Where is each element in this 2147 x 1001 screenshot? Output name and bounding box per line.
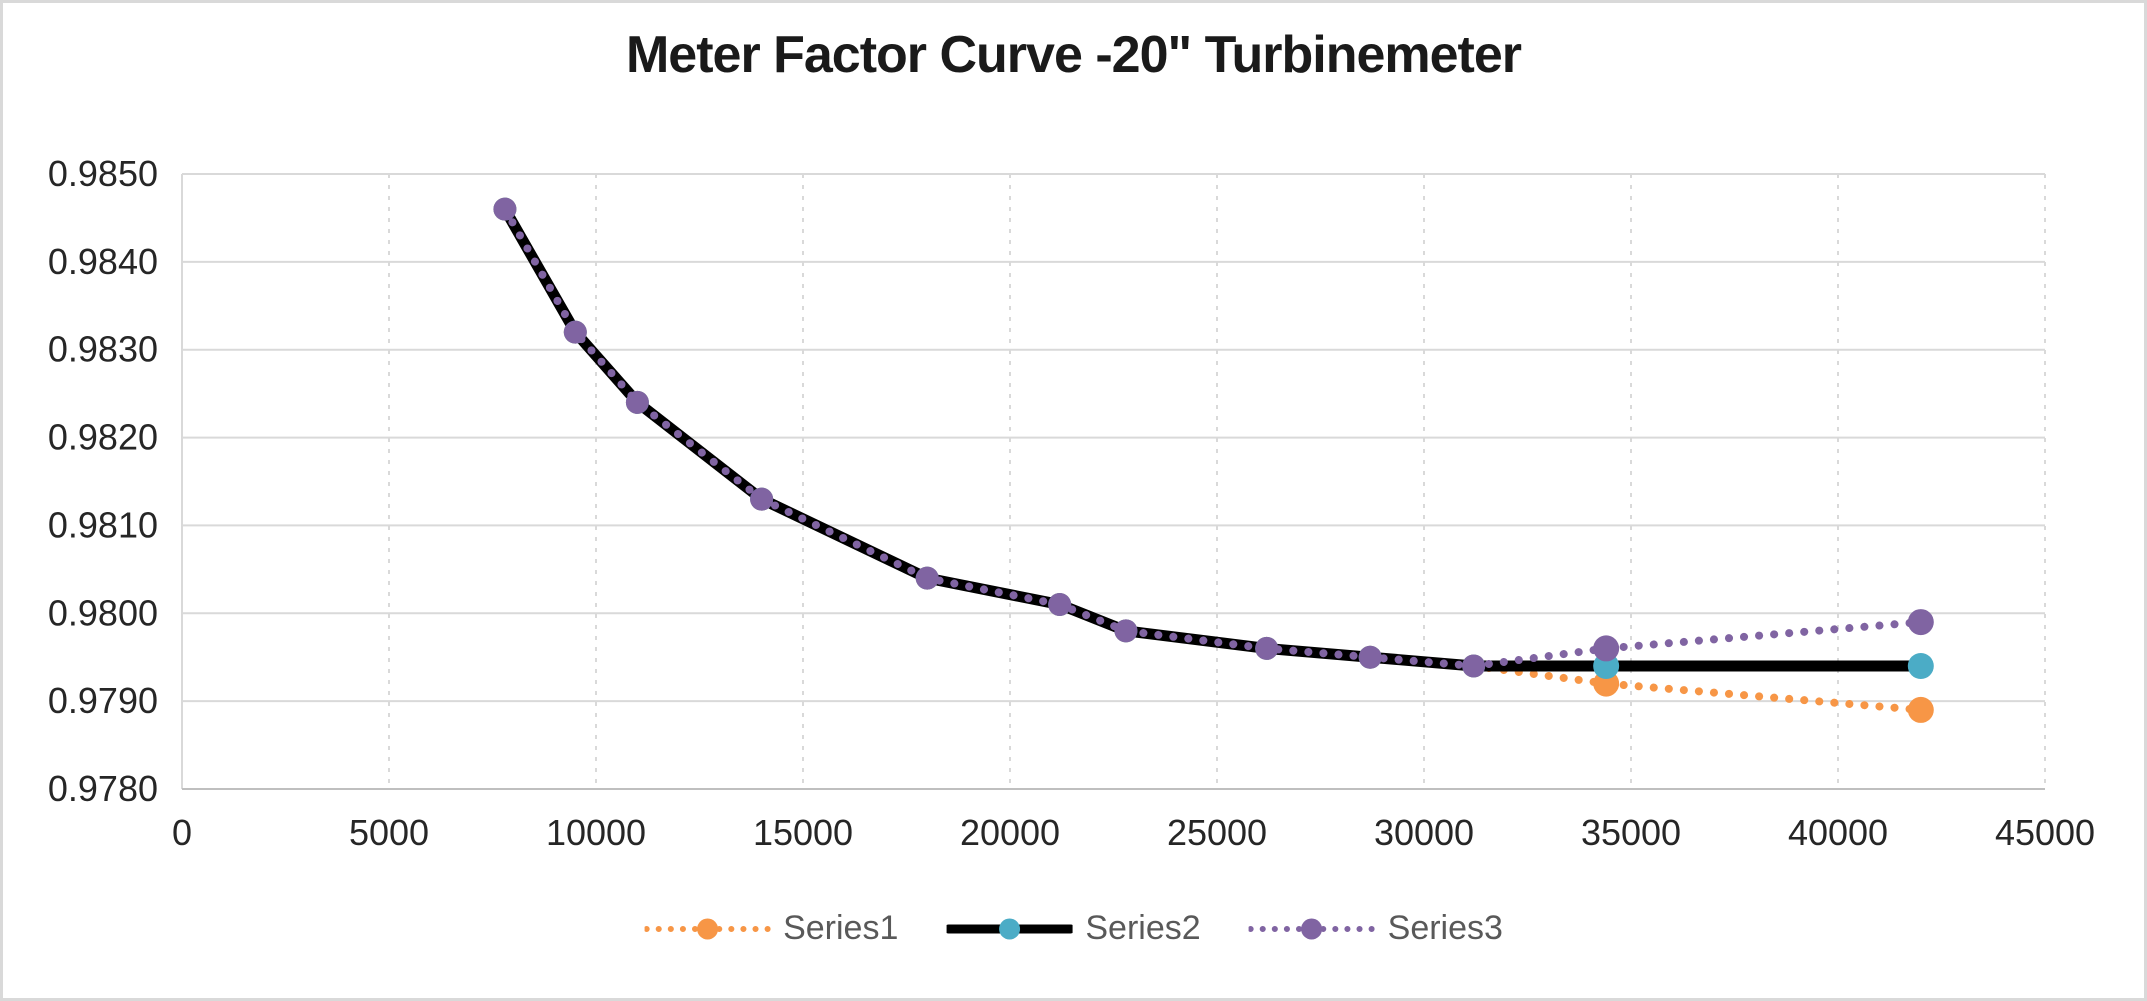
y-tick-label: 0.9850	[48, 153, 158, 194]
legend-marker	[1301, 918, 1323, 939]
plot-area: 0.9850 0.9840 0.9830 0.9820 0.9810 0.9800 0.97…	[48, 153, 2095, 853]
x-tick-label: 15000	[753, 812, 853, 853]
series3-marker	[1114, 619, 1138, 643]
series2-line	[499, 203, 1927, 672]
legend-item-series2: Series2	[946, 909, 1201, 948]
legend: Series1 Series2 Series3	[644, 909, 1503, 948]
legend-item-series1: Series1	[644, 909, 898, 948]
series3-marker	[1048, 593, 1072, 616]
series3-marker	[1358, 645, 1382, 669]
x-tick-label: 40000	[1788, 812, 1888, 853]
legend-marker	[696, 918, 718, 939]
legend-swatch-series1	[644, 918, 771, 939]
y-tick-label: 0.9790	[48, 680, 158, 721]
legend-label: Series2	[1085, 909, 1201, 947]
series3-marker	[1462, 654, 1486, 678]
y-tick-label: 0.9820	[48, 417, 158, 458]
legend-label: Series3	[1387, 909, 1503, 947]
y-tick-label: 0.9830	[48, 329, 158, 370]
series3-marker	[750, 487, 774, 511]
series1-marker	[1907, 696, 1934, 723]
y-tick-label: 0.9810	[48, 504, 158, 545]
x-tick-label: 35000	[1581, 812, 1681, 853]
legend-marker	[998, 918, 1020, 939]
series2-marker	[1907, 653, 1934, 679]
chart-title: Meter Factor Curve -20" Turbinemeter	[625, 26, 1522, 84]
x-tick-label: 25000	[1167, 812, 1267, 853]
x-tick-label: 10000	[546, 812, 646, 853]
x-tick-label: 20000	[960, 812, 1060, 853]
series3-marker	[1593, 635, 1620, 662]
series3-marker	[1907, 609, 1934, 636]
legend-label: Series1	[783, 909, 899, 947]
legend-swatch-series3	[1248, 918, 1375, 939]
x-tick-label: 45000	[1995, 812, 2095, 853]
y-tick-label: 0.9800	[48, 592, 158, 633]
series3-marker	[563, 320, 587, 344]
series3-marker	[1255, 636, 1279, 660]
legend-swatch-series2	[946, 918, 1073, 939]
x-tick-label: 5000	[349, 812, 429, 853]
y-tick-label: 0.9840	[48, 241, 158, 282]
series3-marker	[915, 566, 939, 590]
y-tick-label: 0.9780	[48, 768, 158, 809]
series3-marker	[493, 197, 517, 221]
series3-marker	[625, 390, 649, 414]
legend-item-series3: Series3	[1248, 909, 1503, 948]
x-tick-label: 0	[172, 812, 192, 853]
x-tick-label: 30000	[1374, 812, 1474, 853]
